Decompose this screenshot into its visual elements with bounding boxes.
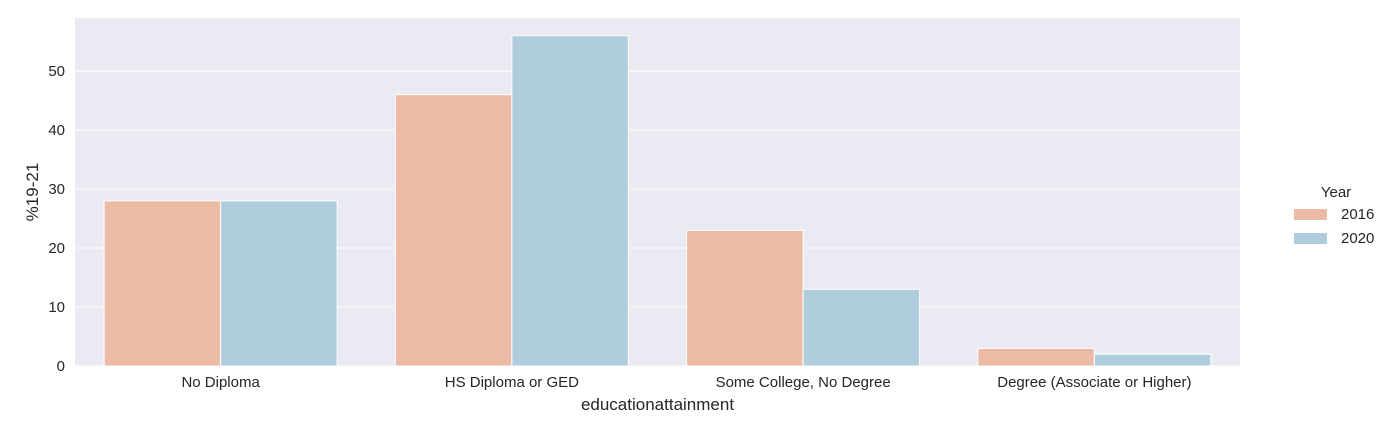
- bar-2020-2: [802, 288, 921, 367]
- y-tick-label: 20: [48, 240, 65, 257]
- y-tick-label: 40: [48, 122, 65, 139]
- y-tick-label: 10: [48, 299, 65, 316]
- bar-2020-0: [220, 200, 338, 367]
- bar-2016-2: [686, 229, 804, 367]
- y-tick-label: 0: [57, 358, 65, 375]
- legend-label-2020: 2020: [1341, 230, 1374, 247]
- bar-2020-1: [511, 35, 629, 367]
- y-tick-label: 30: [48, 181, 65, 198]
- legend: Year 2016 2020: [1294, 184, 1374, 247]
- x-tick-label: HS Diploma or GED: [445, 374, 579, 391]
- x-axis-label: educationattainment: [581, 395, 734, 414]
- y-axis-label: %19-21: [23, 163, 42, 222]
- bar-2016-0: [103, 200, 222, 367]
- legend-title: Year: [1321, 184, 1351, 201]
- x-tick-label: Some College, No Degree: [716, 374, 891, 391]
- y-axis-ticks: 0 10 20 30 40 50: [48, 63, 65, 375]
- bar-2020-3: [1093, 353, 1212, 367]
- legend-swatch-2016: [1294, 209, 1327, 220]
- legend-label-2016: 2016: [1341, 206, 1374, 223]
- x-axis-ticks: No Diploma HS Diploma or GED Some College,…: [181, 374, 1191, 391]
- y-tick-label: 50: [48, 63, 65, 80]
- legend-items: 2016 2020: [1294, 206, 1374, 247]
- bars: [103, 35, 1212, 367]
- legend-swatch-2020: [1294, 233, 1327, 244]
- bar-2016-1: [394, 94, 513, 367]
- x-tick-label: No Diploma: [181, 374, 260, 391]
- x-tick-label: Degree (Associate or Higher): [997, 374, 1191, 391]
- bar-2016-3: [977, 347, 1095, 367]
